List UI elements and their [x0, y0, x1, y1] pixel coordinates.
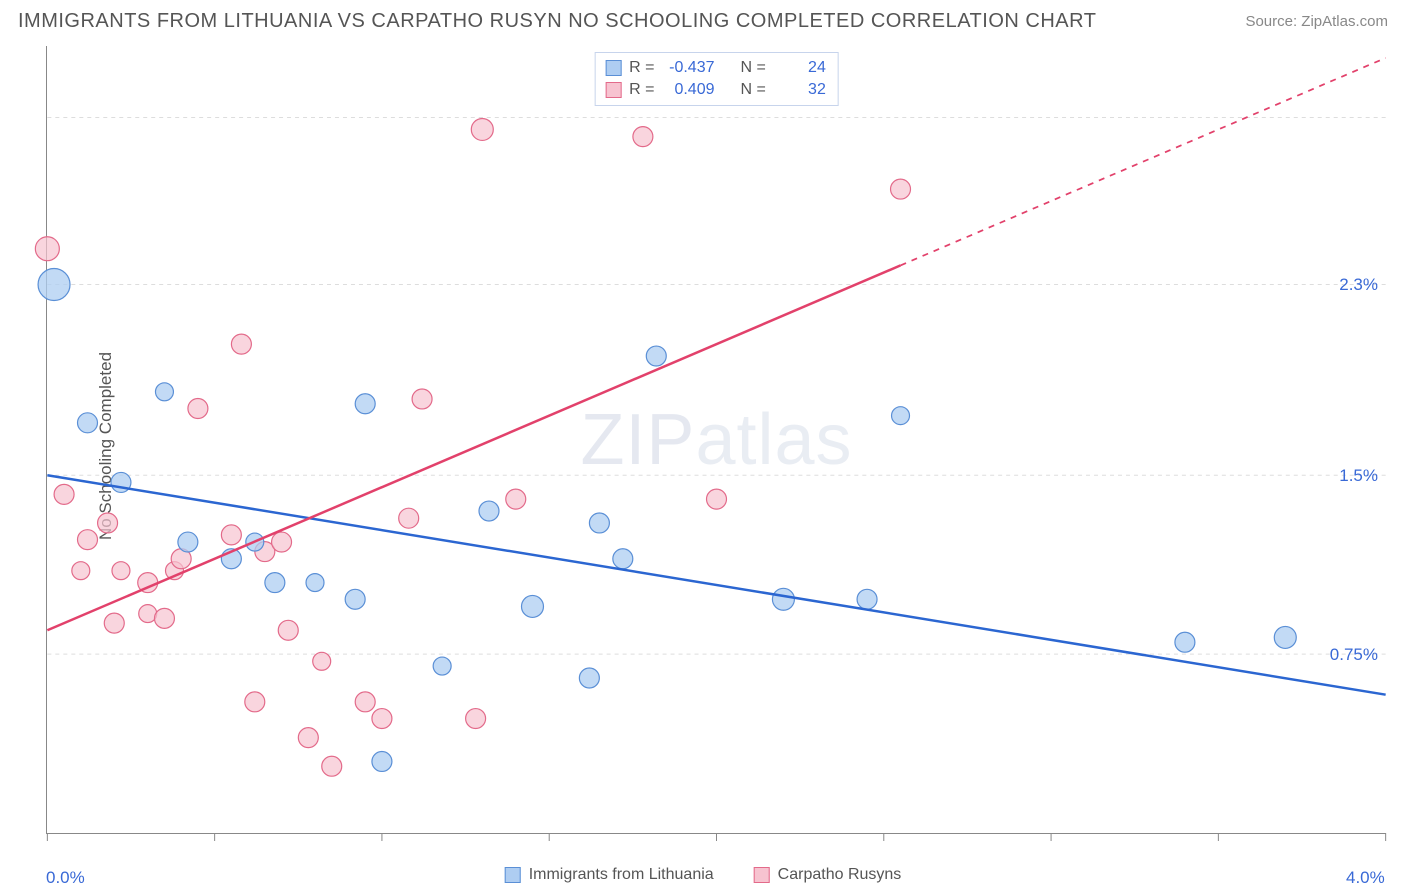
bottom-legend: Immigrants from Lithuania Carpatho Rusyn…: [505, 866, 902, 884]
r-label: R =: [629, 79, 654, 101]
r-value: 0.409: [663, 79, 715, 101]
swatch-icon: [754, 867, 770, 883]
n-label: N =: [741, 79, 766, 101]
stats-row: R = 0.409 N = 32: [605, 79, 826, 101]
y-tick-label: 0.75%: [1330, 645, 1378, 665]
y-tick-label: 2.3%: [1339, 275, 1378, 295]
source-label: Source: ZipAtlas.com: [1245, 13, 1388, 30]
r-label: R =: [629, 57, 654, 79]
swatch-icon: [505, 867, 521, 883]
legend-label: Immigrants from Lithuania: [529, 866, 714, 884]
x-tick-label: 4.0%: [1346, 868, 1385, 888]
stats-box: R = -0.437 N = 24 R = 0.409 N = 32: [594, 52, 839, 106]
n-value: 24: [774, 57, 826, 79]
swatch-icon: [605, 60, 621, 76]
legend-item: Carpatho Rusyns: [754, 866, 902, 884]
scatter-plot: [47, 46, 1386, 833]
n-value: 32: [774, 79, 826, 101]
legend-label: Carpatho Rusyns: [778, 866, 902, 884]
swatch-icon: [605, 82, 621, 98]
x-tick-label: 0.0%: [46, 868, 85, 888]
chart-title: IMMIGRANTS FROM LITHUANIA VS CARPATHO RU…: [18, 10, 1096, 33]
n-label: N =: [741, 57, 766, 79]
r-value: -0.437: [663, 57, 715, 79]
chart-area: ZIPatlas R = -0.437 N = 24 R = 0.409 N =…: [46, 46, 1386, 834]
stats-row: R = -0.437 N = 24: [605, 57, 826, 79]
y-tick-label: 1.5%: [1339, 466, 1378, 486]
legend-item: Immigrants from Lithuania: [505, 866, 714, 884]
